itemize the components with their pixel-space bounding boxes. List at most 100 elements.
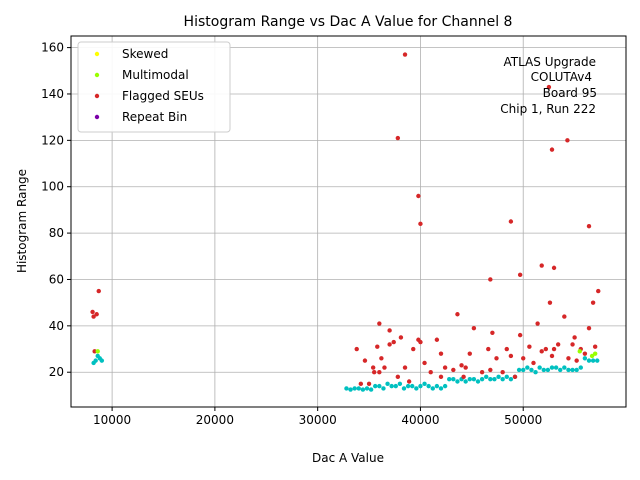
annotation-line-3: Board 95 xyxy=(543,86,597,100)
data-point xyxy=(521,367,526,373)
data-point xyxy=(354,346,359,352)
y-axis-label: Histogram Range xyxy=(15,169,29,273)
annotation-line-4: Chip 1, Run 222 xyxy=(500,102,596,116)
data-point xyxy=(375,344,380,349)
legend-marker xyxy=(94,72,100,78)
data-point xyxy=(401,386,407,391)
data-point xyxy=(382,365,387,370)
data-point xyxy=(402,52,408,57)
data-point xyxy=(496,374,501,380)
data-point xyxy=(551,346,557,352)
data-point xyxy=(596,288,601,294)
y-tick-label: 80 xyxy=(49,226,64,240)
data-point xyxy=(418,339,423,345)
data-point xyxy=(416,193,421,199)
data-point xyxy=(539,263,544,268)
data-point xyxy=(582,351,588,356)
data-point xyxy=(387,328,392,333)
data-point xyxy=(595,358,600,363)
data-point xyxy=(512,374,518,380)
x-tick-label: 50000 xyxy=(504,413,542,427)
data-point xyxy=(461,374,466,380)
data-point xyxy=(377,370,382,375)
data-point xyxy=(459,363,464,368)
data-point xyxy=(521,356,526,361)
data-point xyxy=(455,379,460,384)
data-point xyxy=(547,300,553,305)
data-point xyxy=(529,367,534,373)
data-point xyxy=(467,351,472,356)
data-point xyxy=(428,370,433,375)
data-point xyxy=(434,383,440,389)
series-flagged-seus xyxy=(90,52,601,387)
data-point xyxy=(398,335,404,340)
data-point xyxy=(553,365,559,370)
data-point xyxy=(389,383,394,389)
data-point xyxy=(545,367,551,373)
data-point xyxy=(95,349,100,354)
data-point xyxy=(551,265,557,271)
plot-frame xyxy=(70,35,627,408)
data-point xyxy=(537,365,542,370)
data-point xyxy=(364,386,370,391)
data-point xyxy=(438,386,444,391)
y-tick-label: 20 xyxy=(49,365,64,379)
data-point xyxy=(494,356,499,361)
data-point xyxy=(402,365,408,370)
data-point xyxy=(422,360,427,366)
data-point xyxy=(500,376,505,382)
data-point xyxy=(426,383,431,389)
y-axis-ticks: 20 40 60 80 100 120 140 160 xyxy=(41,41,71,379)
data-point xyxy=(395,135,401,141)
data-point xyxy=(492,376,497,382)
data-point xyxy=(406,379,412,384)
data-point xyxy=(463,379,468,384)
data-point xyxy=(533,370,538,375)
data-point xyxy=(395,374,401,380)
data-point xyxy=(586,358,592,363)
data-point xyxy=(527,344,532,349)
data-point xyxy=(91,314,96,319)
data-point xyxy=(566,356,571,361)
x-tick-label: 10000 xyxy=(93,413,131,427)
data-point xyxy=(411,346,416,352)
data-point xyxy=(546,84,552,90)
data-point xyxy=(490,330,495,335)
data-point xyxy=(531,360,536,366)
annotation-line-2: COLUTAv4 xyxy=(531,70,592,84)
data-point xyxy=(397,381,403,387)
data-point xyxy=(592,351,598,356)
data-point xyxy=(442,383,448,389)
x-tick-label: 40000 xyxy=(401,413,439,427)
data-point xyxy=(504,346,509,352)
data-point xyxy=(360,387,366,392)
data-points xyxy=(90,52,601,392)
annotation-text: ATLAS Upgrade COLUTAv4 Board 95 Chip 1, … xyxy=(500,55,597,116)
data-point xyxy=(590,300,596,305)
data-point xyxy=(555,342,561,347)
data-point xyxy=(525,365,530,370)
data-point xyxy=(358,381,364,387)
data-point xyxy=(438,351,444,356)
data-point xyxy=(517,272,523,278)
data-point xyxy=(381,386,386,391)
data-point xyxy=(488,376,493,382)
data-point xyxy=(586,223,592,229)
legend-marker xyxy=(94,51,100,57)
data-point xyxy=(543,346,549,352)
data-point xyxy=(379,356,384,361)
y-tick-label: 100 xyxy=(41,180,64,194)
legend-label: Flagged SEUs xyxy=(122,89,204,103)
data-point xyxy=(362,358,368,363)
legend-box xyxy=(77,41,231,133)
chart-title: Histogram Range vs Dac A Value for Chann… xyxy=(184,14,513,30)
data-point xyxy=(92,349,97,354)
data-point xyxy=(455,312,460,317)
data-point xyxy=(90,309,95,315)
data-point xyxy=(418,383,423,389)
series-multimodal xyxy=(95,349,598,359)
data-point xyxy=(366,381,372,387)
data-point xyxy=(486,346,491,352)
data-point xyxy=(405,383,411,389)
legend-label: Multimodal xyxy=(122,68,189,82)
